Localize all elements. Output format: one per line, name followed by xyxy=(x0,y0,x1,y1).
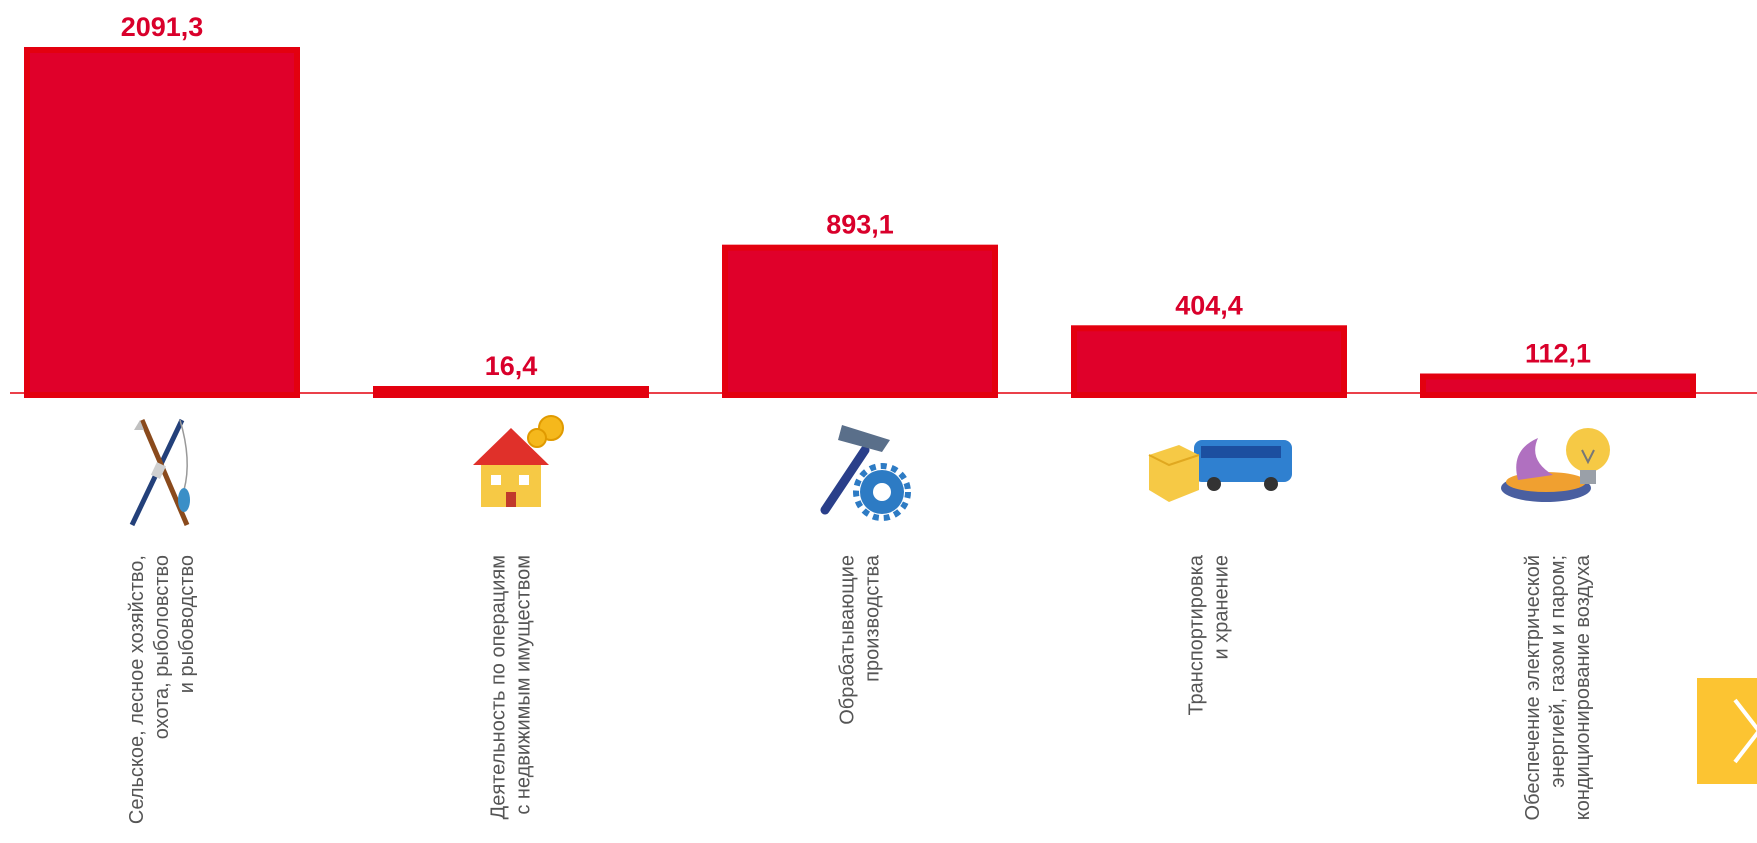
category-label: Деятельность по операциям с недвижимым им… xyxy=(488,555,535,819)
data-label: 16,4 xyxy=(485,351,538,381)
tick-label: энергией, газом и паром; xyxy=(1547,555,1569,788)
tick-label: и хранение xyxy=(1211,555,1233,659)
data-label: 893,1 xyxy=(826,210,894,240)
chevron-right-icon xyxy=(1733,698,1757,764)
bar xyxy=(722,244,998,398)
category-label: Обрабатывающие производства xyxy=(837,554,884,725)
tick-label: Деятельность по операциям xyxy=(488,555,510,819)
tick-label: охота, рыболовство xyxy=(151,555,173,739)
tick-label: кондиционирование воздуха xyxy=(1572,554,1594,820)
bar xyxy=(1420,373,1696,398)
tick-label: с недвижимым имуществом xyxy=(513,555,535,815)
tick-label: и рыбоводство xyxy=(176,555,198,693)
bar xyxy=(373,386,649,398)
hammer-gear-icon xyxy=(825,425,908,518)
fishing-hunting-icon xyxy=(132,420,190,525)
category-label: Обеспечение электрической энергией, газом… xyxy=(1522,554,1594,820)
house-coins-icon xyxy=(472,415,564,508)
tick-label: Транспортировка xyxy=(1186,554,1208,715)
data-label: 2091,3 xyxy=(121,12,204,42)
tick-label: Сельское, лесное хозяйство, xyxy=(126,555,148,824)
bar xyxy=(24,47,300,398)
gas-flame-bulb-icon xyxy=(1500,427,1611,503)
next-button[interactable] xyxy=(1697,678,1757,784)
data-label: 404,4 xyxy=(1175,290,1243,320)
tick-label: производства xyxy=(862,554,884,682)
data-label: 112,1 xyxy=(1525,339,1591,369)
category-label: Сельское, лесное хозяйство, охота, рыболо… xyxy=(126,555,198,824)
tick-label: Обрабатывающие xyxy=(837,555,859,725)
category-labels: Сельское, лесное хозяйство, охота, рыболо… xyxy=(126,554,1594,824)
value-labels: 2091,3 16,4 893,1 404,4 112,1 xyxy=(121,12,1591,381)
category-label: Транспортировка и хранение xyxy=(1186,554,1233,715)
bus-box-icon xyxy=(1148,439,1293,503)
bars xyxy=(24,47,1696,398)
bar xyxy=(1071,325,1347,398)
category-icons xyxy=(132,415,1611,525)
tick-label: Обеспечение электрической xyxy=(1522,555,1544,820)
